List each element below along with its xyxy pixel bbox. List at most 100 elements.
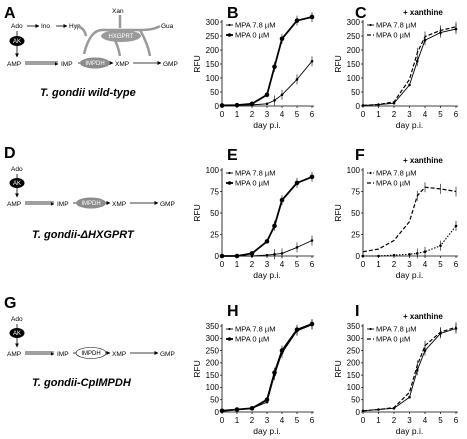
y-tick-label: 300 xyxy=(347,334,361,343)
x-tick-label: 4 xyxy=(423,260,428,269)
ak-enzyme-icon xyxy=(9,328,25,338)
metabolite-gua: Gua xyxy=(161,23,174,30)
y-axis-label: RFU xyxy=(333,204,343,221)
metabolite-amp: AMP xyxy=(7,351,21,358)
y-tick-label: 150 xyxy=(347,371,361,380)
metabolite-xmp: XMP xyxy=(115,61,129,68)
metabolite-ado: Ado xyxy=(11,166,23,173)
x-tick-label: 3 xyxy=(265,260,270,269)
data-point xyxy=(415,252,419,255)
legend-entry: MPA 0 µM xyxy=(235,179,269,188)
x-tick-label: 6 xyxy=(310,110,315,119)
data-point xyxy=(294,327,300,332)
data-point xyxy=(280,252,284,255)
x-tick-label: 5 xyxy=(295,416,300,425)
y-tick-label: 50 xyxy=(210,88,219,97)
y-tick-label: 75 xyxy=(210,187,219,196)
metabolite-amp: AMP xyxy=(7,61,21,68)
data-point xyxy=(279,348,285,353)
y-tick-label: 50 xyxy=(210,396,219,405)
legend-marker xyxy=(228,23,231,27)
y-tick-label: 200 xyxy=(347,359,361,368)
y-tick-label: 250 xyxy=(347,346,361,355)
y-tick-label: 0 xyxy=(215,408,220,417)
x-tick-label: 0 xyxy=(361,260,366,269)
strain-label-g: T. gondii-CpIMPDH xyxy=(32,377,132,389)
data-point xyxy=(415,59,419,63)
y-tick-label: 100 xyxy=(347,166,361,175)
x-axis-label: day p.i. xyxy=(396,270,423,280)
y-tick-label: 50 xyxy=(351,396,360,405)
y-tick-label: 150 xyxy=(206,371,220,380)
x-tick-label: 2 xyxy=(250,416,255,425)
hxgprt-arc-gmp xyxy=(138,29,152,57)
y-axis-label: RFU xyxy=(192,360,202,377)
y-tick-label: 200 xyxy=(347,46,361,55)
data-point xyxy=(294,180,300,186)
chart-panel-f: F + xanthine 0 25 50 75 100 0 1 2 3 4 5 6 day p.i. RFU M… xyxy=(333,147,459,280)
y-axis-label: RFU xyxy=(192,204,202,221)
enzyme-impdh-label: IMPDH xyxy=(85,61,104,67)
legend-marker xyxy=(369,171,372,175)
enzyme-ak-label: AK xyxy=(13,181,21,187)
x-axis-label: day p.i. xyxy=(253,270,280,280)
data-point xyxy=(408,83,411,87)
data-point xyxy=(377,254,380,258)
panel-label-i: I xyxy=(355,303,359,320)
pathway-panel-a: A Ado Ino Hyp Xan Gua AK AMP IMP HXGPRT … xyxy=(4,5,178,99)
metabolite-gmp: GMP xyxy=(160,201,175,208)
metabolite-ino: Ino xyxy=(41,23,50,30)
metabolite-amp: AMP xyxy=(7,201,21,208)
metabolite-imp: IMP xyxy=(57,201,69,208)
chart-panel-c: C + xanthine 0 50 100 150 200 250 300 0 1 2 3 4 5 6 day … xyxy=(333,5,459,130)
legend-entry: MPA 7.8 µM xyxy=(235,21,275,30)
x-tick-label: 2 xyxy=(250,260,255,269)
x-tick-label: 4 xyxy=(423,416,428,425)
data-point xyxy=(265,102,269,106)
legend-entry: MPA 0 µM xyxy=(376,335,410,344)
data-point xyxy=(219,103,225,108)
y-tick-label: 150 xyxy=(206,60,220,69)
y-axis-label: RFU xyxy=(333,360,343,377)
data-point xyxy=(408,252,411,256)
enzyme-ak-label: AK xyxy=(13,39,21,45)
data-point xyxy=(249,406,255,411)
y-tick-label: 350 xyxy=(206,322,220,331)
x-tick-label: 3 xyxy=(407,416,412,425)
chart-panel-e: E 0 25 50 75 100 0 1 2 3 4 5 6 day p.i. RFU MPA 7.8 µMM… xyxy=(192,147,315,280)
strain-label-d: T. gondii-ΔHXGPRT xyxy=(32,229,135,241)
x-tick-label: 6 xyxy=(310,416,315,425)
enzyme-impdh-label: IMPDH xyxy=(81,351,100,357)
y-tick-label: 100 xyxy=(206,74,220,83)
data-point xyxy=(408,395,411,399)
y-tick-label: 250 xyxy=(347,32,361,41)
x-axis-label: day p.i. xyxy=(253,426,280,436)
y-tick-label: 350 xyxy=(347,322,361,331)
data-point xyxy=(361,254,365,258)
data-point xyxy=(310,59,314,63)
impdh-enzyme-icon xyxy=(80,57,110,69)
data-point xyxy=(423,250,427,253)
enzyme-ak-label: AK xyxy=(13,331,21,337)
y-tick-label: 0 xyxy=(215,102,220,111)
x-tick-label: 3 xyxy=(407,260,412,269)
pathway-panel-g: G Ado AK AMP IMP IMPDH XMP GMP T. gondii… xyxy=(4,295,175,389)
data-point xyxy=(310,239,314,242)
x-tick-label: 2 xyxy=(392,260,397,269)
data-point xyxy=(280,93,284,97)
x-tick-label: 0 xyxy=(220,110,225,119)
y-tick-label: 75 xyxy=(351,187,360,196)
metabolite-imp: IMP xyxy=(57,351,69,358)
legend-entry: MPA 0 µM xyxy=(235,335,269,344)
data-point xyxy=(249,251,255,256)
data-point xyxy=(272,370,277,375)
x-tick-label: 3 xyxy=(265,416,270,425)
y-tick-label: 25 xyxy=(210,230,219,239)
metabolite-xmp: XMP xyxy=(112,201,126,208)
pathway-panel-d: D Ado AK AMP IMP IMPDH XMP GMP T. gondii… xyxy=(4,145,175,241)
x-tick-label: 2 xyxy=(392,110,397,119)
data-point xyxy=(273,252,276,256)
condition-label: + xanthine xyxy=(403,8,443,17)
strain-label-a: T. gondii wild-type xyxy=(40,87,136,99)
